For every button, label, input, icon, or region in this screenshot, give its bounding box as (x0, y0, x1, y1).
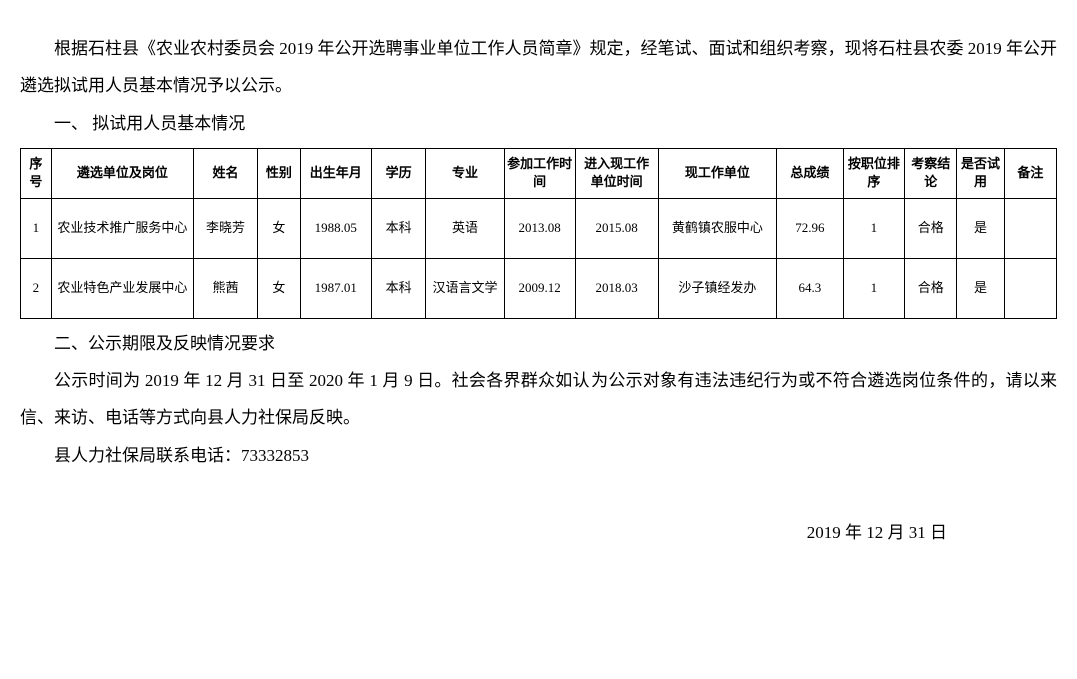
cell-name: 李晓芳 (194, 198, 258, 258)
cell-edu: 本科 (371, 198, 426, 258)
col-header-position: 遴选单位及岗位 (51, 149, 193, 198)
cell-name: 熊茜 (194, 258, 258, 318)
cell-major: 汉语言文学 (426, 258, 504, 318)
col-header-remark: 备注 (1004, 149, 1056, 198)
section2-heading: 二、公示期限及反映情况要求 (20, 325, 1057, 362)
cell-eval: 合格 (905, 258, 957, 318)
cell-score: 72.96 (777, 198, 843, 258)
cell-trial: 是 (957, 258, 1004, 318)
cell-worktime: 2013.08 (504, 198, 575, 258)
cell-edu: 本科 (371, 258, 426, 318)
col-header-gender: 性别 (258, 149, 301, 198)
cell-position: 农业特色产业发展中心 (51, 258, 193, 318)
date-line: 2019 年 12 月 31 日 (20, 514, 1057, 551)
col-header-worktime: 参加工作时间 (504, 149, 575, 198)
publicity-text-a: 公示时间为 2019 年 12 月 31 日至 2020 年 1 月 9 日。社… (54, 371, 590, 390)
personnel-table: 序号 遴选单位及岗位 姓名 性别 出生年月 学历 专业 参加工作时间 进入现工作… (20, 148, 1057, 318)
col-header-name: 姓名 (194, 149, 258, 198)
cell-rank: 1 (843, 258, 905, 318)
cell-currentunit: 沙子镇经发办 (658, 258, 777, 318)
contact-paragraph: 县人力社保局联系电话：73332853 (20, 437, 1057, 474)
cell-worktime: 2009.12 (504, 258, 575, 318)
col-header-currenttime: 进入现工作单位时间 (575, 149, 658, 198)
intro-paragraph: 根据石柱县《农业农村委员会 2019 年公开选聘事业单位工作人员简章》规定，经笔… (20, 30, 1057, 105)
cell-currenttime: 2018.03 (575, 258, 658, 318)
section1-heading: 一、 拟试用人员基本情况 (20, 105, 1057, 142)
col-header-currentunit: 现工作单位 (658, 149, 777, 198)
table-body: 1农业技术推广服务中心李晓芳女1988.05本科英语2013.082015.08… (21, 198, 1057, 318)
table-row: 1农业技术推广服务中心李晓芳女1988.05本科英语2013.082015.08… (21, 198, 1057, 258)
cell-remark (1004, 198, 1056, 258)
col-header-birth: 出生年月 (300, 149, 371, 198)
col-header-seq: 序号 (21, 149, 52, 198)
col-header-score: 总成绩 (777, 149, 843, 198)
cell-major: 英语 (426, 198, 504, 258)
cell-remark (1004, 258, 1056, 318)
cell-seq: 2 (21, 258, 52, 318)
col-header-edu: 学历 (371, 149, 426, 198)
publicity-paragraph: 公示时间为 2019 年 12 月 31 日至 2020 年 1 月 9 日。社… (20, 362, 1057, 437)
cell-score: 64.3 (777, 258, 843, 318)
col-header-eval: 考察结论 (905, 149, 957, 198)
cell-birth: 1987.01 (300, 258, 371, 318)
cell-birth: 1988.05 (300, 198, 371, 258)
col-header-rank: 按职位排序 (843, 149, 905, 198)
cell-trial: 是 (957, 198, 1004, 258)
cell-eval: 合格 (905, 198, 957, 258)
col-header-trial: 是否试用 (957, 149, 1004, 198)
cell-position: 农业技术推广服务中心 (51, 198, 193, 258)
col-header-major: 专业 (426, 149, 504, 198)
cell-gender: 女 (258, 198, 301, 258)
cell-rank: 1 (843, 198, 905, 258)
table-row: 2农业特色产业发展中心熊茜女1987.01本科汉语言文学2009.122018.… (21, 258, 1057, 318)
cell-currenttime: 2015.08 (575, 198, 658, 258)
cell-currentunit: 黄鹤镇农服中心 (658, 198, 777, 258)
cell-gender: 女 (258, 258, 301, 318)
table-header-row: 序号 遴选单位及岗位 姓名 性别 出生年月 学历 专业 参加工作时间 进入现工作… (21, 149, 1057, 198)
cell-seq: 1 (21, 198, 52, 258)
